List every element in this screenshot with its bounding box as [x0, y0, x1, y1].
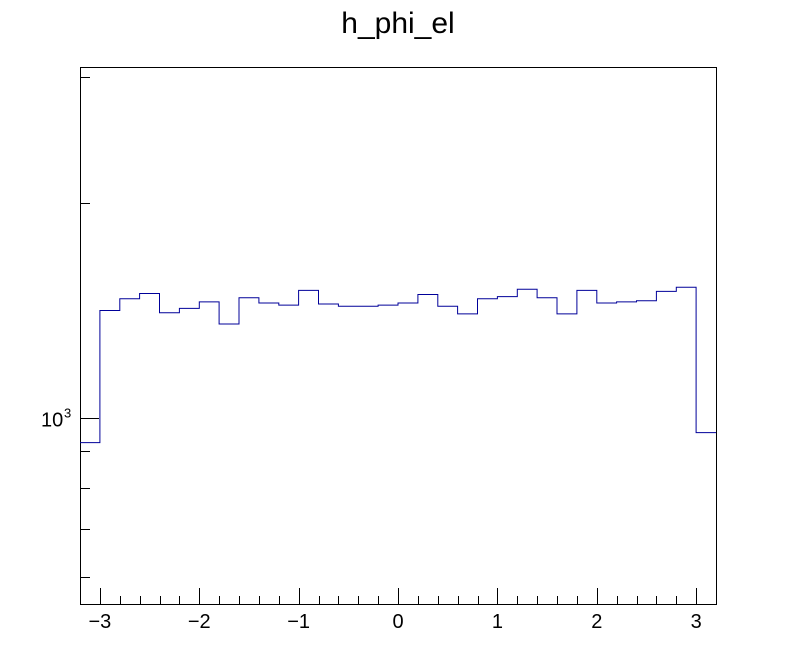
histogram-line	[80, 286, 716, 444]
x-axis-ticks	[80, 588, 717, 604]
y-tick-label-exponent: 3	[64, 405, 71, 420]
x-axis-tick-labels: −3 −2 −1 0 1 2 3	[88, 611, 701, 633]
x-tick-label: 2	[591, 611, 602, 633]
y-axis-ticks	[80, 77, 99, 578]
x-tick-label: 1	[492, 611, 503, 633]
x-tick-label: 3	[691, 611, 702, 633]
y-axis-tick-labels: 10 3	[41, 405, 71, 431]
x-tick-label: −2	[188, 611, 211, 633]
x-tick-label: −3	[88, 611, 111, 633]
x-tick-label: −1	[287, 611, 310, 633]
chart-title: h_phi_el	[341, 7, 454, 40]
x-tick-label: 0	[392, 611, 403, 633]
plot-frame	[80, 67, 717, 605]
y-tick-label-base: 10	[41, 409, 63, 431]
